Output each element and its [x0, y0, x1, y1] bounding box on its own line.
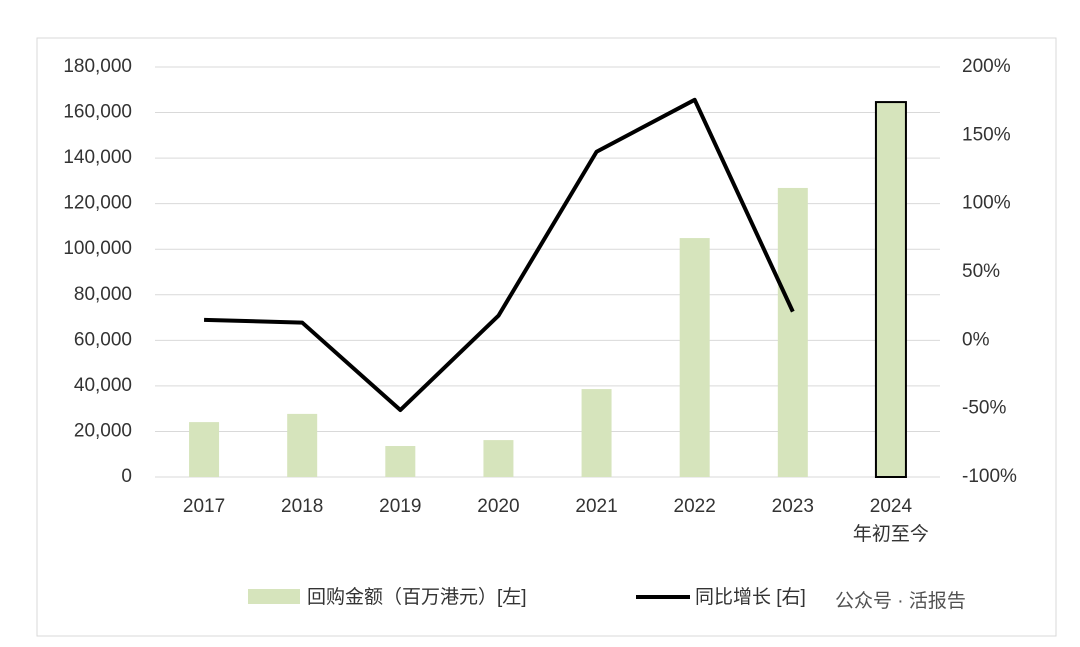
bar: [679, 238, 710, 477]
y2-tick-label: 100%: [962, 193, 1011, 214]
x-tick-label: 2022: [673, 496, 716, 517]
legend-swatch: [248, 589, 300, 604]
chart-border: [36, 37, 1057, 637]
x-tick-label: 2019: [379, 496, 422, 517]
y2-tick-label: 150%: [962, 124, 1011, 145]
y-tick-label: 160,000: [63, 102, 132, 123]
bar: [581, 389, 612, 477]
y2-tick-label: -50%: [962, 398, 1006, 419]
y2-tick-label: 200%: [962, 56, 1011, 77]
y-tick-label: 40,000: [74, 375, 132, 396]
y2-tick-label: -100%: [962, 466, 1017, 487]
bar: [287, 413, 318, 477]
y2-tick-label: 0%: [962, 329, 990, 350]
x-tick-label: 2020: [477, 496, 520, 517]
x-tick-label: 2024 年初至今: [852, 496, 929, 545]
y-tick-label: 60,000: [74, 329, 132, 350]
y-tick-label: 120,000: [63, 193, 132, 214]
y-tick-label: 20,000: [74, 420, 132, 441]
bar: [483, 440, 514, 477]
y-tick-label: 100,000: [63, 238, 132, 259]
y-tick-label: 0: [121, 466, 132, 487]
y2-tick-label: 50%: [962, 261, 1000, 282]
bar: [777, 187, 808, 477]
x-tick-label: 2021: [575, 496, 618, 517]
legend-label: 同比增长 [右]: [695, 586, 806, 608]
bar: [189, 422, 220, 477]
legend-label: 回购金额（百万港元）[左]: [307, 586, 527, 608]
bar: [385, 446, 416, 477]
y-tick-label: 80,000: [74, 284, 132, 305]
watermark: 公众号 · 活报告: [835, 590, 966, 612]
y-tick-label: 140,000: [63, 147, 132, 168]
line: [204, 97, 795, 413]
x-tick-label: 2018: [281, 496, 324, 517]
bar: [874, 101, 907, 478]
x-tick-label: 2017: [182, 496, 226, 517]
x-tick-label: 2023: [771, 496, 814, 517]
y-tick-label: 180,000: [63, 56, 132, 77]
